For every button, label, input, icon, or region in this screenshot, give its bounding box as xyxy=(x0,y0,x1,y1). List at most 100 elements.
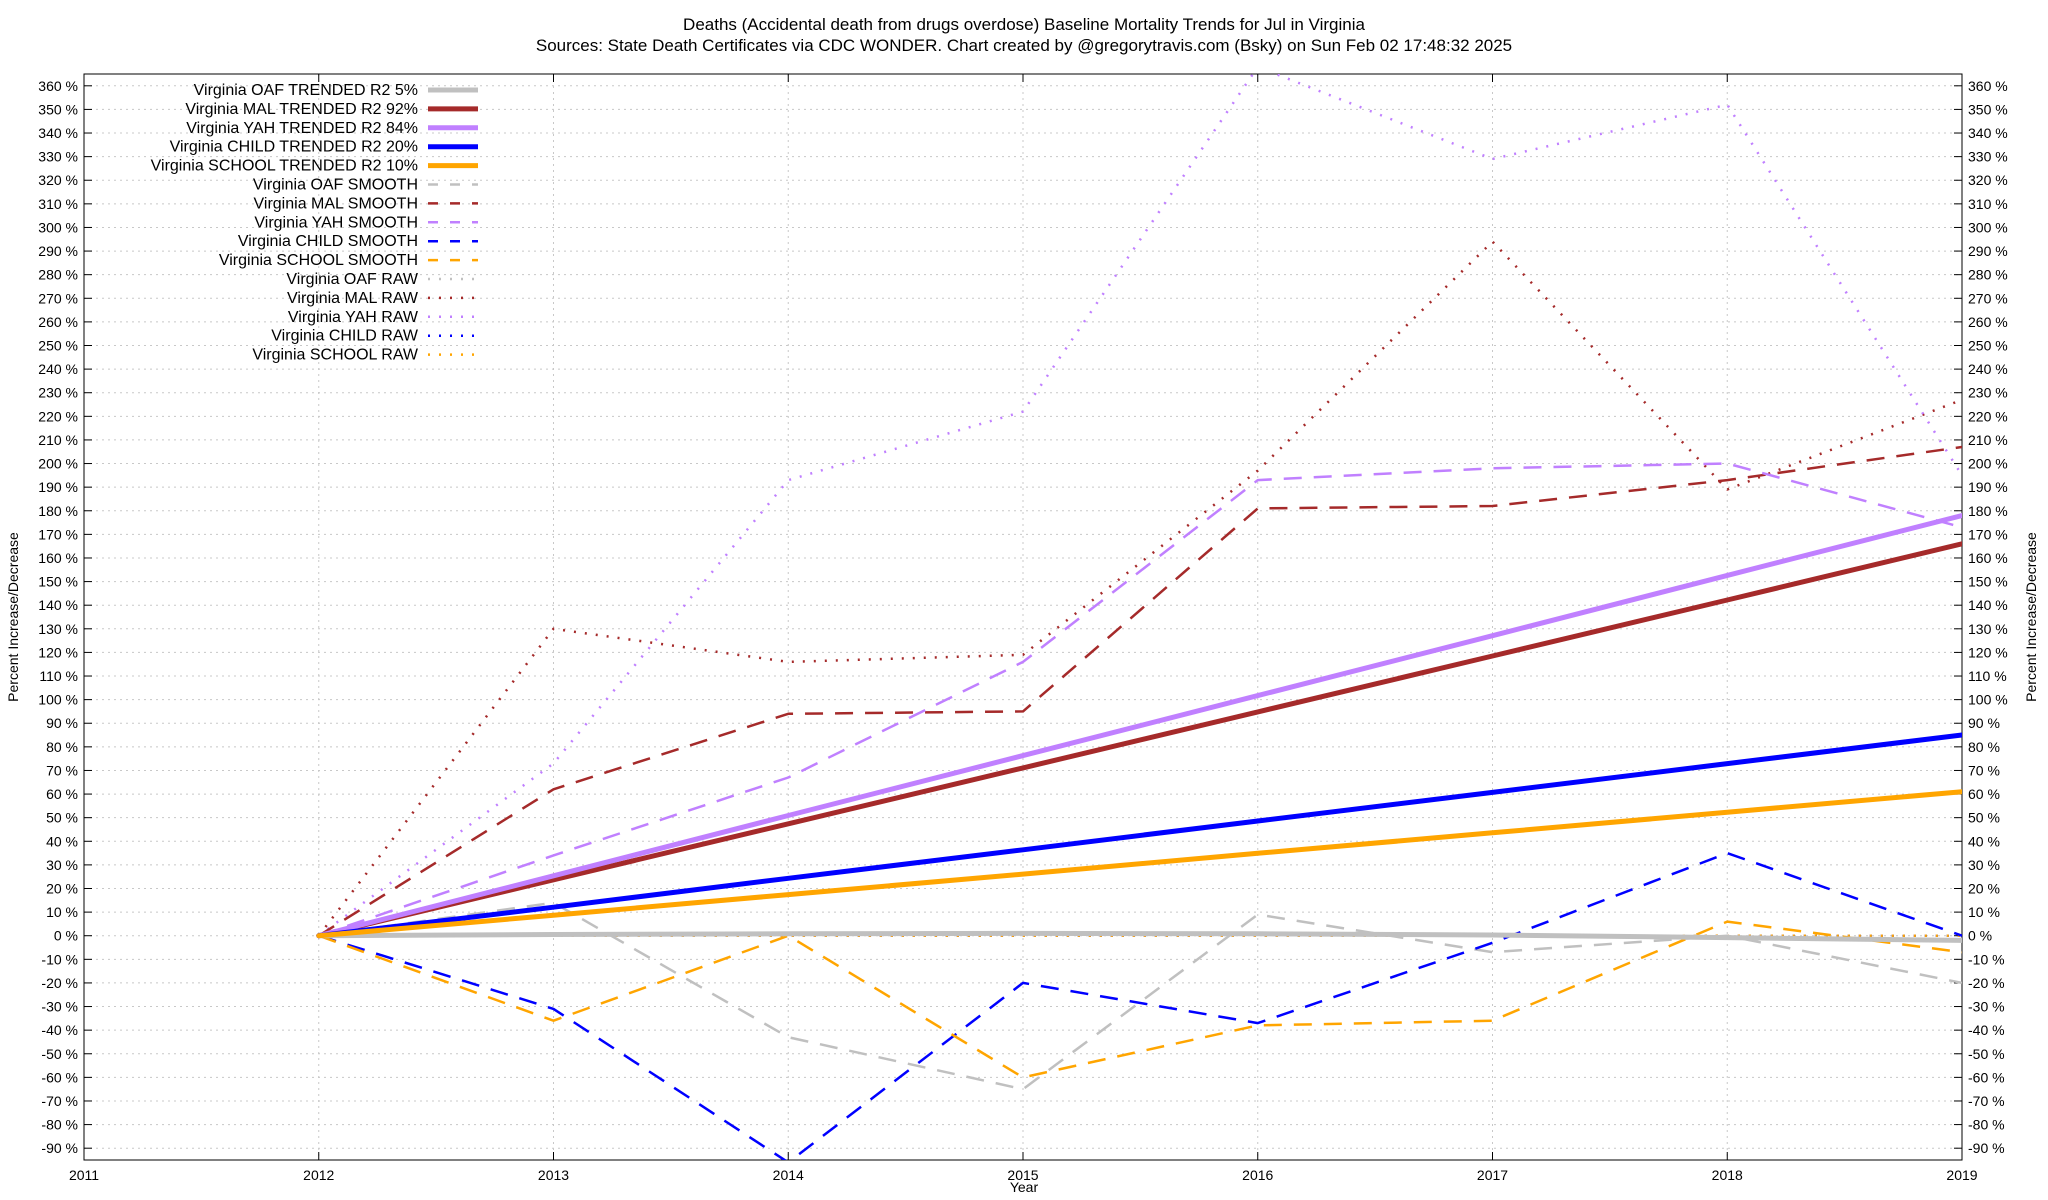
y-tick-label: 10 % xyxy=(46,904,78,920)
x-axis-label: Year xyxy=(1010,1179,1039,1195)
y2-tick-label: 40 % xyxy=(1968,833,2000,849)
legend-label: Virginia CHILD SMOOTH xyxy=(238,233,418,250)
y2-tick-label: 310 % xyxy=(1968,196,2008,212)
y2-tick-label: -50 % xyxy=(1968,1046,2005,1062)
y2-tick-label: 300 % xyxy=(1968,219,2008,235)
y-tick-label: 130 % xyxy=(38,621,78,637)
series-line-virginia-yah-smooth xyxy=(318,462,1962,937)
y2-tick-label: 340 % xyxy=(1968,125,2008,141)
y2-tick-label: 160 % xyxy=(1968,550,2008,566)
legend-label: Virginia CHILD TRENDED R2 20% xyxy=(170,139,418,156)
legend-label: Virginia YAH TRENDED R2 84% xyxy=(186,120,418,137)
y-tick-label: 50 % xyxy=(46,810,78,826)
y-tick-label: 100 % xyxy=(38,692,78,708)
y2-tick-label: 80 % xyxy=(1968,739,2000,755)
y-tick-label: 310 % xyxy=(38,196,78,212)
y-tick-label: 340 % xyxy=(38,125,78,141)
y2-tick-label: 120 % xyxy=(1968,644,2008,660)
y2-tick-label: 320 % xyxy=(1968,172,2008,188)
y-tick-label: 20 % xyxy=(46,881,78,897)
legend-label: Virginia MAL SMOOTH xyxy=(254,195,418,212)
y-tick-label: 300 % xyxy=(38,219,78,235)
x-tick-label: 2015 xyxy=(1007,1167,1038,1183)
y2-tick-label: 0 % xyxy=(1968,928,1992,944)
y2-tick-label: -30 % xyxy=(1968,999,2005,1015)
series-line-virginia-mal-trended xyxy=(316,541,1962,939)
y-tick-label: -70 % xyxy=(41,1093,78,1109)
y2-tick-label: 140 % xyxy=(1968,597,2008,613)
y-tick-label: 200 % xyxy=(38,456,78,472)
y-tick-label: 160 % xyxy=(38,550,78,566)
grid xyxy=(83,74,1963,1160)
y2-tick-label: 30 % xyxy=(1968,857,2000,873)
y2-tick-label: 190 % xyxy=(1968,479,2008,495)
x-tick-label: 2019 xyxy=(1946,1167,1977,1183)
y-tick-label: -30 % xyxy=(41,999,78,1015)
y2-tick-label: 350 % xyxy=(1968,101,2008,117)
y2-tick-label: -40 % xyxy=(1968,1022,2005,1038)
y2-tick-label: 260 % xyxy=(1968,314,2008,330)
y-tick-label: 140 % xyxy=(38,597,78,613)
y2-tick-label: 250 % xyxy=(1968,338,2008,354)
series-line-virginia-yah-trended xyxy=(316,513,1962,939)
chart-subtitle: Sources: State Death Certificates via CD… xyxy=(536,36,1512,55)
y-tick-label: 0 % xyxy=(54,928,78,944)
y-tick-label: 240 % xyxy=(38,361,78,377)
y2-tick-label: 90 % xyxy=(1968,715,2000,731)
y-tick-label: 360 % xyxy=(38,78,78,94)
series-line-virginia-child-trended xyxy=(316,732,1962,939)
legend-label: Virginia SCHOOL TRENDED R2 10% xyxy=(151,158,418,175)
legend-label: Virginia YAH RAW xyxy=(288,309,419,326)
y2-tick-label: 220 % xyxy=(1968,408,2008,424)
y-tick-label: -40 % xyxy=(41,1022,78,1038)
y-tick-label: 170 % xyxy=(38,526,78,542)
plot-frame xyxy=(83,73,1963,1161)
x-tick-label: 2014 xyxy=(773,1167,804,1183)
y2-tick-label: -60 % xyxy=(1968,1069,2005,1085)
legend: Virginia OAF TRENDED R2 5% Virginia MAL T… xyxy=(151,82,478,364)
y-tick-label: 270 % xyxy=(38,290,78,306)
y2-tick-label: 290 % xyxy=(1968,243,2008,259)
y-tick-label: 220 % xyxy=(38,408,78,424)
x-tick-label: 2017 xyxy=(1477,1167,1508,1183)
legend-label: Virginia OAF SMOOTH xyxy=(253,177,418,194)
legend-label: Virginia SCHOOL SMOOTH xyxy=(219,252,418,269)
y2-tick-label: -10 % xyxy=(1968,951,2005,967)
series-line-virginia-child-smooth xyxy=(318,851,1962,1160)
axes: -90 % -90 % -80 % -80 % -70 % -70 % -60 % -60 %… xyxy=(38,73,2008,1183)
legend-label: Virginia OAF TRENDED R2 5% xyxy=(194,82,418,99)
y-tick-label: 260 % xyxy=(38,314,78,330)
legend-label: Virginia MAL TRENDED R2 92% xyxy=(185,101,418,118)
y2-tick-label: 270 % xyxy=(1968,290,2008,306)
y-tick-label: -60 % xyxy=(41,1069,78,1085)
y-tick-label: 80 % xyxy=(46,739,78,755)
y2-tick-label: 100 % xyxy=(1968,692,2008,708)
y-tick-label: 230 % xyxy=(38,385,78,401)
legend-label: Virginia YAH SMOOTH xyxy=(254,214,418,231)
y-tick-label: 350 % xyxy=(38,101,78,117)
y-tick-label: 330 % xyxy=(38,149,78,165)
y-tick-label: -90 % xyxy=(41,1140,78,1156)
y2-tick-label: 50 % xyxy=(1968,810,2000,826)
y2-tick-label: -90 % xyxy=(1968,1140,2005,1156)
y-tick-label: 320 % xyxy=(38,172,78,188)
series-line-virginia-oaf-smooth xyxy=(318,901,1962,1091)
series-line-virginia-mal-smooth xyxy=(318,445,1962,937)
chart-title: Deaths (Accidental death from drugs over… xyxy=(683,15,1365,34)
series-line-virginia-school-trended xyxy=(316,789,1962,939)
x-tick-label: 2011 xyxy=(69,1167,99,1183)
y2-tick-label: 60 % xyxy=(1968,786,2000,802)
y-tick-label: 60 % xyxy=(46,786,78,802)
y-tick-label: -50 % xyxy=(41,1046,78,1062)
x-tick-label: 2016 xyxy=(1242,1167,1273,1183)
y2-tick-label: 110 % xyxy=(1968,668,2007,684)
y-tick-label: 180 % xyxy=(38,503,78,519)
y-tick-label: 250 % xyxy=(38,338,78,354)
y-tick-label: 150 % xyxy=(38,574,78,590)
y2-tick-label: 210 % xyxy=(1968,432,2008,448)
series-line-virginia-oaf-trended xyxy=(316,930,1962,943)
legend-label: Virginia OAF RAW xyxy=(286,271,418,288)
y2-tick-label: -80 % xyxy=(1968,1117,2005,1133)
y2-tick-label: 240 % xyxy=(1968,361,2008,377)
y2-tick-label: 70 % xyxy=(1968,762,2000,778)
